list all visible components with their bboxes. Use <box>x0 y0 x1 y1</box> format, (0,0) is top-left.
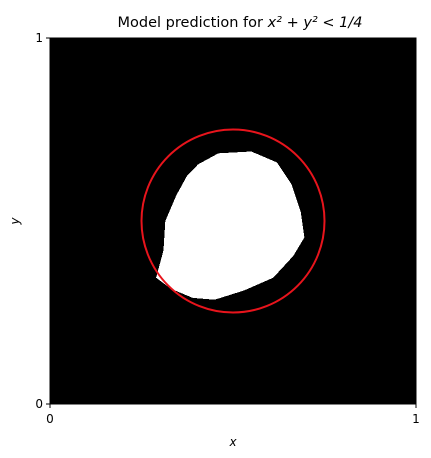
y-tick-label: 1 <box>35 31 43 45</box>
chart-title-prefix: Model prediction for <box>118 15 268 31</box>
y-axis-label: y <box>8 217 22 226</box>
true-boundary-circle <box>140 128 326 314</box>
x-axis-label: x <box>228 435 237 449</box>
chart-title-formula: x² + y² < 1/4 <box>267 15 363 31</box>
chart-title: Model prediction for x² + y² < 1/4 <box>118 15 363 31</box>
y-tick-label: 0 <box>35 397 43 411</box>
axis-ticks: 0 1 0 1 <box>35 31 419 426</box>
x-tick-label: 0 <box>46 412 54 426</box>
plot-frame <box>49 37 417 405</box>
x-tick-label: 1 <box>412 412 420 426</box>
predicted-region <box>156 151 305 300</box>
